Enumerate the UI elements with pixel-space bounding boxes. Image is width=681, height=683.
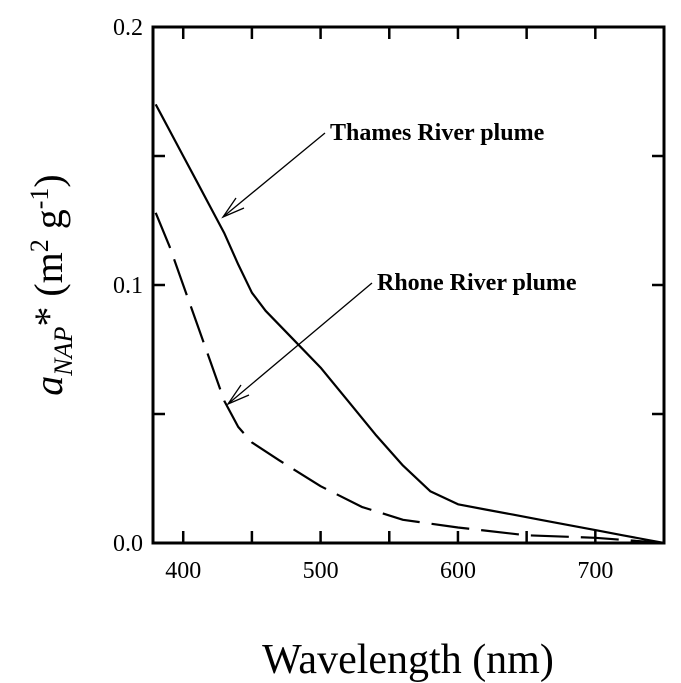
annotation-arrows: [221, 132, 373, 406]
y-label-part: -1: [25, 188, 54, 210]
y-tick-label: 0.2: [113, 15, 143, 41]
annotation: Thames River plume: [330, 120, 545, 146]
y-tick-label: 0.1: [113, 273, 143, 299]
y-tick-label: 0.0: [113, 531, 143, 557]
y-label-part: 2: [25, 239, 54, 252]
data-line: [154, 103, 665, 545]
y-label-part: a: [26, 376, 71, 396]
y-label-part: ): [26, 174, 71, 187]
data-line: [154, 212, 665, 545]
x-tick-label: 500: [303, 558, 339, 584]
x-tick-label: 600: [440, 558, 476, 584]
x-axis-label: Wavelength (nm): [262, 637, 554, 683]
x-tick-label: 400: [165, 558, 201, 584]
y-label-part: g: [26, 209, 71, 239]
y-label-part: * (m: [26, 252, 71, 326]
y-label-part: NAP: [49, 327, 78, 377]
annotation: Rhone River plume: [377, 270, 577, 296]
x-tick-label: 700: [577, 558, 613, 584]
y-axis-label: aNAP* (m2 g-1): [25, 174, 78, 396]
